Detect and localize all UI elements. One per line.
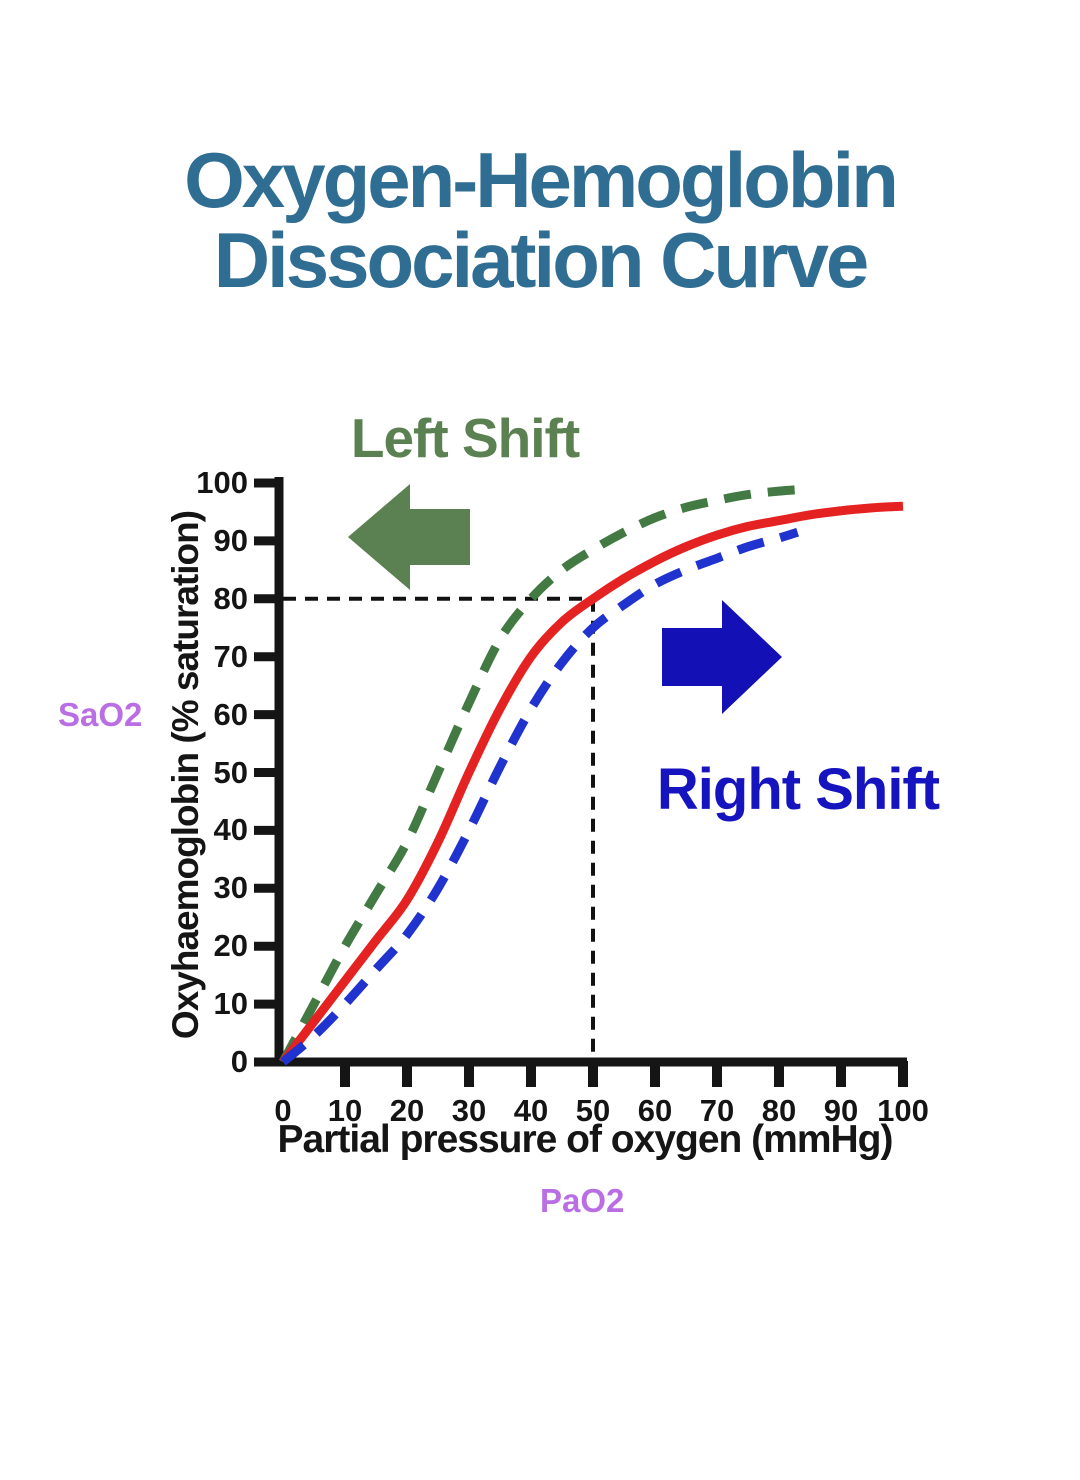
pao2-label: PaO2 <box>540 1182 625 1219</box>
right-shift-arrow-icon <box>662 600 782 714</box>
page-title-line-1: Oxygen-Hemoglobin <box>184 136 899 224</box>
y-tick-label: 40 <box>213 812 248 848</box>
x-tick-label: 0 <box>274 1093 292 1128</box>
curve-normal <box>279 501 904 1065</box>
y-tick-label: 80 <box>213 580 248 616</box>
y-tick-label: 20 <box>213 928 248 964</box>
curve-left-shift <box>279 484 811 1065</box>
y-tick-label: 10 <box>213 986 248 1022</box>
page-title: Oxygen-Hemoglobin Dissociation Curve <box>0 140 1080 300</box>
x-tick-label: 50 <box>575 1093 611 1128</box>
left-shift-arrow-icon <box>348 484 470 590</box>
x-tick-label: 70 <box>699 1093 735 1128</box>
x-tick-label: 80 <box>761 1093 797 1128</box>
curves <box>279 484 904 1066</box>
y-tick-label: 50 <box>213 754 248 790</box>
y-tick-label: 90 <box>213 522 248 558</box>
y-tick-label: 100 <box>196 465 248 500</box>
curve-right-shift <box>280 527 799 1066</box>
sao2-label: SaO2 <box>58 696 143 733</box>
axes <box>254 477 908 1087</box>
reference-lines <box>283 596 595 1060</box>
x-tick-label: 60 <box>637 1093 673 1128</box>
y-tick-label: 70 <box>213 638 248 674</box>
y-tick-label: 60 <box>213 696 248 732</box>
page-title-line-2: Dissociation Curve <box>213 216 870 304</box>
x-tick-label: 40 <box>513 1093 549 1128</box>
x-tick-label: 100 <box>877 1093 929 1128</box>
x-tick-label: 20 <box>389 1093 425 1128</box>
right-shift-label: Right Shift <box>656 757 940 822</box>
y-tick-label: 30 <box>213 870 248 906</box>
y-tick-label: 0 <box>230 1044 248 1079</box>
x-tick-label: 30 <box>451 1093 487 1128</box>
x-tick-label: 90 <box>823 1093 859 1128</box>
left-shift-label: Left Shift <box>350 407 580 469</box>
x-axis-title: Partial pressure of oxygen (mmHg) <box>277 1118 894 1161</box>
x-tick-label: 10 <box>327 1093 363 1128</box>
